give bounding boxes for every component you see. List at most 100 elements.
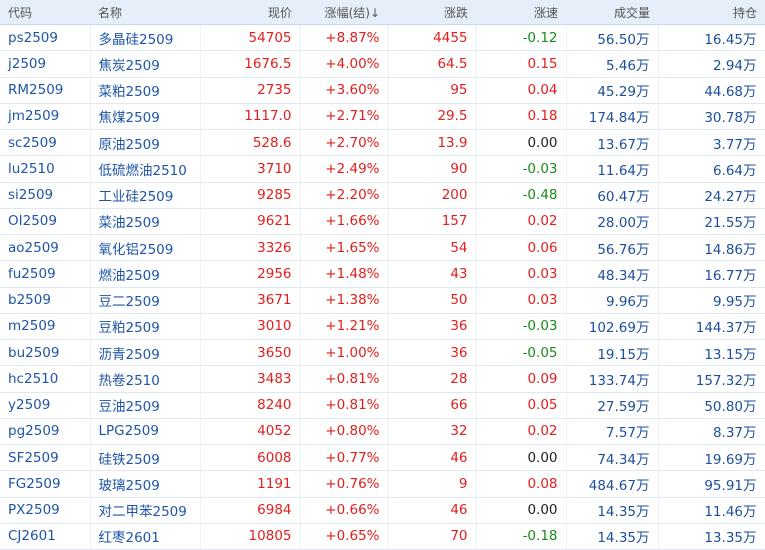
price-cell: 10805 <box>200 523 301 550</box>
change-pct-cell: +2.20% <box>300 182 389 209</box>
open-interest-cell: 144.37万 <box>658 313 765 341</box>
open-interest-cell: 13.35万 <box>658 523 765 550</box>
volume-cell: 45.29万 <box>566 77 659 104</box>
open-interest-cell: 16.45万 <box>658 24 765 52</box>
change-pct-cell: +4.00% <box>300 50 389 78</box>
name-cell: 豆二2509 <box>90 287 201 314</box>
name-cell: 焦炭2509 <box>90 50 201 78</box>
change-cell: 66 <box>388 392 477 419</box>
volume-cell: 74.34万 <box>566 444 659 472</box>
change-pct-cell: +0.76% <box>300 470 389 498</box>
change-pct-cell: +3.60% <box>300 77 389 104</box>
code-cell: pg2509 <box>0 418 91 446</box>
name-cell: 多晶硅2509 <box>90 24 201 52</box>
open-interest-cell: 9.95万 <box>658 287 765 314</box>
quote-row[interactable]: m2509 豆粕2509 3010 +1.21% 36 -0.03 102.69万 144.3… <box>0 313 765 341</box>
quote-row[interactable]: PX2509 对二甲苯2509 6984 +0.66% 46 0.00 14.35万 11.4… <box>0 497 765 524</box>
quote-row[interactable]: bu2509 沥青2509 3650 +1.00% 36 -0.05 19.15万 13.15… <box>0 339 765 367</box>
change-cell: 70 <box>388 523 477 550</box>
column-header[interactable]: 涨速 <box>476 0 566 25</box>
code-cell: CJ2601 <box>0 523 91 550</box>
change-pct-cell: +1.48% <box>300 260 389 288</box>
quote-row[interactable]: b2509 豆二2509 3671 +1.38% 50 0.03 9.96万 9.95万 <box>0 287 765 314</box>
name-cell: 玻璃2509 <box>90 470 201 498</box>
code-cell: FG2509 <box>0 470 91 498</box>
quote-row[interactable]: pg2509 LPG2509 4052 +0.80% 32 0.02 7.57万 8.37万 <box>0 418 765 446</box>
quote-row[interactable]: FG2509 玻璃2509 1191 +0.76% 9 0.08 484.67万 95.91万 <box>0 470 765 498</box>
volume-cell: 60.47万 <box>566 182 659 209</box>
code-cell: fu2509 <box>0 260 91 288</box>
price-cell: 6008 <box>200 444 301 472</box>
open-interest-cell: 6.64万 <box>658 155 765 183</box>
price-cell: 3671 <box>200 287 301 314</box>
quote-row[interactable]: j2509 焦炭2509 1676.5 +4.00% 64.5 0.15 5.46万 2.94… <box>0 50 765 78</box>
change-cell: 46 <box>388 497 477 524</box>
speed-cell: -0.18 <box>476 523 567 550</box>
change-pct-cell: +0.81% <box>300 365 389 393</box>
header-row: 代码 名称 现价 涨幅(结)↓ 涨跌 涨速 成交量 持仓 <box>0 0 765 25</box>
open-interest-cell: 13.15万 <box>658 339 765 367</box>
column-header[interactable]: 成交量 <box>566 0 658 25</box>
speed-cell: 0.00 <box>476 497 567 524</box>
change-cell: 157 <box>388 208 477 236</box>
speed-cell: 0.02 <box>476 418 567 446</box>
code-cell: ps2509 <box>0 24 91 52</box>
open-interest-cell: 11.46万 <box>658 497 765 524</box>
quote-row[interactable]: lu2510 低硫燃油2510 3710 +2.49% 90 -0.03 11.64万 6.6… <box>0 155 765 183</box>
name-cell: 对二甲苯2509 <box>90 497 201 524</box>
name-cell: 工业硅2509 <box>90 182 201 209</box>
price-cell: 528.6 <box>200 129 301 157</box>
quote-row[interactable]: OI2509 菜油2509 9621 +1.66% 157 0.02 28.00万 21.55… <box>0 208 765 236</box>
column-header[interactable]: 现价 <box>200 0 300 25</box>
quote-row[interactable]: SF2509 硅铁2509 6008 +0.77% 46 0.00 74.34万 19.69万 <box>0 444 765 472</box>
open-interest-cell: 8.37万 <box>658 418 765 446</box>
code-cell: ao2509 <box>0 234 91 262</box>
column-header[interactable]: 持仓 <box>658 0 765 25</box>
name-cell: 红枣2601 <box>90 523 201 550</box>
quote-row[interactable]: ps2509 多晶硅2509 54705 +8.87% 4455 -0.12 56.50万 1… <box>0 24 765 52</box>
quote-row[interactable]: si2509 工业硅2509 9285 +2.20% 200 -0.48 60.47万 24.… <box>0 182 765 209</box>
speed-cell: -0.03 <box>476 155 567 183</box>
quote-row[interactable]: jm2509 焦煤2509 1117.0 +2.71% 29.5 0.18 174.84万 3… <box>0 103 765 131</box>
change-cell: 13.9 <box>388 129 477 157</box>
volume-cell: 27.59万 <box>566 392 659 419</box>
quote-row[interactable]: CJ2601 红枣2601 10805 +0.65% 70 -0.18 14.35万 13.3… <box>0 523 765 550</box>
column-header[interactable]: 代码 <box>0 0 90 25</box>
quote-row[interactable]: hc2510 热卷2510 3483 +0.81% 28 0.09 133.74万 157.3… <box>0 365 765 393</box>
change-pct-cell: +1.66% <box>300 208 389 236</box>
quote-row[interactable]: ao2509 氧化铝2509 3326 +1.65% 54 0.06 56.76万 14.86… <box>0 234 765 262</box>
code-cell: b2509 <box>0 287 91 314</box>
quote-row[interactable]: sc2509 原油2509 528.6 +2.70% 13.9 0.00 13.67万 3.7… <box>0 129 765 157</box>
name-cell: 氧化铝2509 <box>90 234 201 262</box>
change-pct-cell: +1.38% <box>300 287 389 314</box>
speed-cell: 0.03 <box>476 287 567 314</box>
price-cell: 1117.0 <box>200 103 301 131</box>
speed-cell: 0.08 <box>476 470 567 498</box>
volume-cell: 14.35万 <box>566 523 659 550</box>
quote-row[interactable]: RM2509 菜粕2509 2735 +3.60% 95 0.04 45.29万 44.68万 <box>0 77 765 104</box>
price-cell: 3010 <box>200 313 301 341</box>
speed-cell: -0.03 <box>476 313 567 341</box>
open-interest-cell: 50.80万 <box>658 392 765 419</box>
speed-cell: 0.02 <box>476 208 567 236</box>
change-cell: 50 <box>388 287 477 314</box>
speed-cell: -0.05 <box>476 339 567 367</box>
quote-row[interactable]: y2509 豆油2509 8240 +0.81% 66 0.05 27.59万 50.80万 <box>0 392 765 419</box>
table-body: ps2509 多晶硅2509 54705 +8.87% 4455 -0.12 56.50万 1… <box>0 24 765 550</box>
column-header[interactable]: 涨幅(结)↓ <box>300 0 388 25</box>
quote-row[interactable]: fu2509 燃油2509 2956 +1.48% 43 0.03 48.34万 16.77万 <box>0 260 765 288</box>
change-cell: 36 <box>388 313 477 341</box>
column-header[interactable]: 名称 <box>90 0 200 25</box>
column-header[interactable]: 涨跌 <box>388 0 476 25</box>
change-pct-cell: +0.80% <box>300 418 389 446</box>
open-interest-cell: 21.55万 <box>658 208 765 236</box>
price-cell: 3710 <box>200 155 301 183</box>
speed-cell: 0.18 <box>476 103 567 131</box>
volume-cell: 102.69万 <box>566 313 659 341</box>
name-cell: 硅铁2509 <box>90 444 201 472</box>
code-cell: j2509 <box>0 50 91 78</box>
speed-cell: -0.12 <box>476 24 567 52</box>
price-cell: 3483 <box>200 365 301 393</box>
code-cell: y2509 <box>0 392 91 419</box>
